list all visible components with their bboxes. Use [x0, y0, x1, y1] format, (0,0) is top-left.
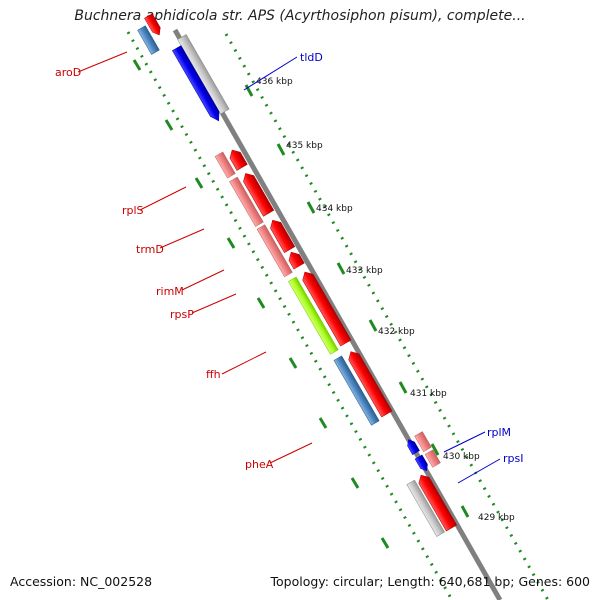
gene-feature-rimM-red[interactable]: [267, 217, 296, 253]
leader-aroD: [77, 51, 128, 73]
leader-tldD: [243, 56, 298, 91]
gene-label-rimM[interactable]: rimM: [156, 285, 184, 298]
inner-tick: [318, 417, 328, 429]
gene-feature-pheA[interactable]: [333, 355, 380, 426]
gene-feature-pheA-red[interactable]: [346, 349, 393, 418]
gene-feature-rplS-red[interactable]: [227, 147, 248, 171]
leader-rimM: [181, 269, 225, 291]
topology-text: Topology: circular; Length: 640,681 bp; …: [270, 574, 591, 589]
tick-label: 430 kbp: [443, 452, 480, 462]
major-tick: [306, 201, 316, 214]
tick-label: 433 kbp: [346, 266, 383, 276]
major-tick: [244, 84, 254, 97]
gene-feature-trmD-red[interactable]: [240, 170, 275, 217]
leader-trmD: [159, 228, 205, 249]
inner-tick: [226, 237, 236, 249]
inner-tick: [350, 477, 360, 489]
leader-lines: [77, 51, 501, 484]
inner-tick: [288, 357, 298, 369]
map-title: Buchnera aphidicola str. APS (Acyrthosip…: [74, 8, 526, 24]
major-tick: [336, 262, 346, 275]
gene-feature-bottom-grey[interactable]: [406, 479, 445, 537]
tick-label: 429 kbp: [478, 513, 515, 523]
gene-feature-rpsP-red[interactable]: [286, 249, 305, 270]
leader-rplM: [443, 431, 486, 453]
gene-feature-bottom-red[interactable]: [416, 472, 458, 532]
inner-ring: [126, 31, 454, 600]
gene-feature-rpsI[interactable]: [424, 449, 441, 468]
tick-label: 436 kbp: [256, 77, 293, 87]
leader-ffh: [221, 351, 267, 375]
tick-label: 431 kbp: [410, 389, 447, 399]
major-ticks: [244, 84, 470, 518]
inner-tick: [380, 537, 390, 549]
gene-label-trmD[interactable]: trmD: [136, 243, 164, 256]
gene-feature-rimM[interactable]: [256, 224, 293, 278]
major-tick: [398, 381, 408, 394]
gene-label-tldD[interactable]: tldD: [300, 51, 323, 64]
major-tick: [460, 505, 470, 518]
gene-label-ffh[interactable]: ffh: [206, 368, 221, 381]
inner-ticks: [132, 59, 390, 549]
gene-feature-rplM[interactable]: [414, 431, 432, 453]
gene-feature-rplS[interactable]: [214, 151, 236, 179]
inner-tick: [194, 177, 204, 189]
major-tick: [368, 319, 378, 332]
gene-label-rpsP[interactable]: rpsP: [170, 308, 194, 321]
major-tick: [430, 443, 440, 456]
inner-tick: [256, 297, 266, 309]
gene-label-pheA[interactable]: pheA: [245, 458, 274, 471]
leader-pheA: [269, 442, 313, 464]
gene-label-aroD[interactable]: aroD: [55, 66, 81, 79]
gene-label-rpsI[interactable]: rpsI: [503, 452, 523, 465]
gene-feature-ffh[interactable]: [288, 276, 339, 355]
gene-label-rplM[interactable]: rplM: [487, 426, 511, 439]
tick-label: 435 kbp: [286, 141, 323, 151]
inner-tick: [132, 59, 142, 71]
leader-rpsI: [457, 458, 501, 484]
major-tick: [276, 143, 286, 156]
tick-label: 434 kbp: [316, 204, 353, 214]
outer-ring: [224, 33, 550, 600]
leader-rplS: [139, 186, 187, 211]
gene-feature-ffh-red[interactable]: [300, 269, 352, 347]
gene-feature-top-red[interactable]: [144, 13, 163, 38]
tick-label: 432 kbp: [378, 327, 415, 337]
gene-feature-trmD[interactable]: [229, 176, 264, 227]
gene-label-rplS[interactable]: rplS: [122, 204, 144, 217]
inner-tick: [164, 119, 174, 131]
gene-features: [137, 13, 458, 537]
gene-feature-tldD[interactable]: [172, 45, 223, 124]
gene-feature-rpsI-blue[interactable]: [414, 454, 430, 473]
backbone: [172, 28, 503, 600]
leader-rpsP: [191, 293, 237, 314]
gene-feature-aroD[interactable]: [137, 25, 160, 55]
accession-text: Accession: NC_002528: [10, 574, 153, 589]
gene-feature-rplM-blue[interactable]: [405, 438, 420, 455]
